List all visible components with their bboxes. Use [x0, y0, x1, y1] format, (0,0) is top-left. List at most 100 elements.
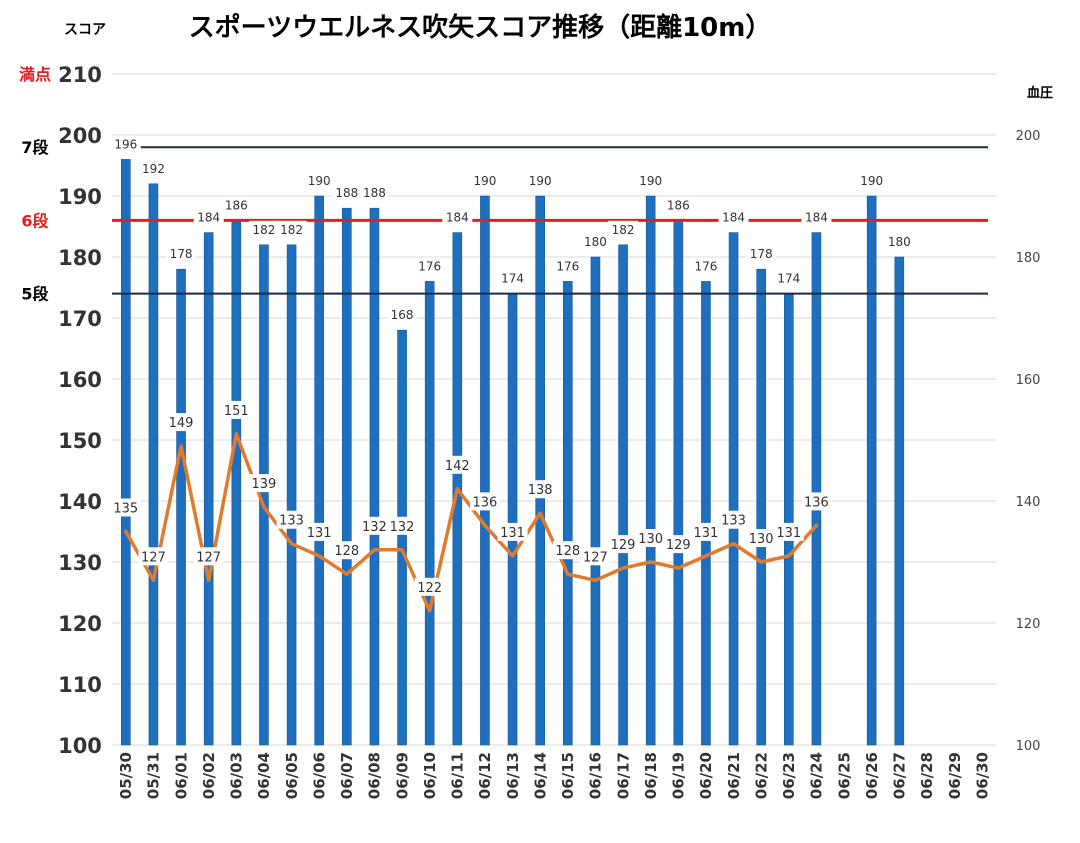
- line-data-label: 131: [304, 522, 335, 541]
- line-data-label-text: 133: [279, 514, 304, 529]
- line-data-label: 136: [469, 492, 500, 511]
- bar-data-label: 190: [635, 172, 666, 188]
- x-tick-label: 06/18: [642, 752, 660, 799]
- line-data-label: 149: [166, 413, 197, 432]
- bar: [784, 293, 794, 746]
- bar-data-label-box: [304, 172, 335, 188]
- left-tick-label: 150: [58, 429, 102, 453]
- line-data-label-text: 128: [334, 544, 359, 559]
- bar-data-label: 176: [552, 257, 583, 274]
- line-data-label-box: [166, 413, 197, 432]
- bar-data-label: 186: [221, 196, 252, 213]
- reference-lines: 7段 6段 5段: [21, 138, 988, 304]
- line-data-label-box: [718, 510, 749, 529]
- bar-data-label-box: [773, 269, 804, 286]
- bar-data-label-text: 190: [473, 174, 496, 188]
- reference-line-label: 6段: [21, 211, 49, 230]
- bar: [866, 195, 877, 746]
- line-data-label: 122: [414, 577, 445, 596]
- bar-data-label-box: [608, 220, 639, 237]
- line-data-label-text: 129: [666, 538, 691, 553]
- bar-data-label-text: 192: [142, 162, 165, 176]
- line-data-label: 129: [608, 535, 639, 554]
- line-data-label-text: 127: [196, 550, 221, 565]
- line-data-label-box: [690, 522, 721, 541]
- line-data-label-text: 149: [169, 416, 194, 431]
- x-tick-label: 06/21: [725, 752, 743, 799]
- line-data-label-text: 133: [721, 514, 746, 529]
- bar-data-label: 176: [414, 257, 445, 274]
- left-tick-label: 180: [58, 246, 102, 270]
- line-data-label-text: 127: [141, 550, 166, 565]
- bar-data-label-text: 176: [556, 259, 579, 273]
- line-data-label: 139: [248, 474, 279, 493]
- bar-data-label-text: 190: [529, 174, 552, 188]
- bar-data-label: 190: [469, 172, 500, 188]
- x-tick-label: 05/30: [117, 752, 135, 799]
- bar-data-label-text: 190: [860, 174, 883, 188]
- line-data-label-box: [331, 541, 362, 560]
- bar-data-label-box: [856, 172, 887, 188]
- line-data-label-box: [387, 516, 418, 535]
- x-tick-label: 06/23: [780, 752, 798, 799]
- bar-data-label-box: [248, 220, 279, 237]
- line-data-label-text: 130: [638, 532, 663, 547]
- x-tick-label: 06/09: [393, 752, 411, 799]
- bar-data-label: 182: [608, 220, 639, 237]
- left-tick-label: 100: [58, 734, 102, 758]
- line-data-label-box: [580, 547, 611, 566]
- bar: [121, 159, 131, 746]
- bar-data-label-text: 180: [888, 235, 911, 249]
- line-data-label-box: [359, 516, 390, 535]
- left-tick-label: 120: [58, 612, 102, 636]
- bar-data-label: 174: [773, 269, 804, 286]
- bar-data-label: 178: [746, 245, 777, 262]
- left-tick-label: 210: [58, 63, 102, 87]
- bar-data-label: 180: [580, 233, 611, 249]
- x-tick-label: 06/12: [476, 752, 494, 799]
- bar-data-label-text: 174: [777, 272, 800, 286]
- line-data-label-box: [801, 492, 832, 511]
- bar-data-label-text: 188: [363, 186, 386, 200]
- bar-data-label: 182: [276, 220, 307, 237]
- bar-data-label-text: 184: [805, 211, 828, 225]
- line-data-label-box: [469, 492, 500, 511]
- line-data-label-box: [497, 522, 528, 541]
- bar: [728, 232, 739, 746]
- line-data-label: 127: [138, 547, 169, 566]
- bar-data-label-text: 186: [667, 198, 690, 212]
- x-tick-label: 06/24: [808, 752, 826, 799]
- bar: [618, 244, 628, 746]
- line-data-label-box: [773, 522, 804, 541]
- right-tick-label: 140: [1016, 495, 1041, 510]
- bar-data-label-box: [276, 220, 307, 237]
- line-data-label-text: 131: [500, 526, 525, 541]
- bar: [424, 281, 435, 746]
- bar-data-label-text: 178: [170, 247, 193, 261]
- line-data-label-text: 138: [528, 483, 553, 498]
- line-data-label-text: 136: [473, 495, 498, 510]
- line-data-label-text: 132: [362, 520, 387, 535]
- line-data-label-box: [304, 522, 335, 541]
- bar: [369, 207, 380, 746]
- bar-data-label: 184: [442, 208, 473, 225]
- x-tick-label: 06/19: [670, 752, 688, 799]
- bar-data-label-box: [469, 172, 500, 188]
- line-data-label: 135: [110, 498, 141, 517]
- bar: [148, 183, 159, 746]
- bar-data-label-text: 184: [722, 211, 745, 225]
- line-data-label: 131: [690, 522, 721, 541]
- left-tick-label: 200: [58, 124, 102, 148]
- bar-data-label-box: [690, 257, 721, 274]
- line-data-label: 131: [497, 522, 528, 541]
- line-data-label: 129: [663, 535, 694, 554]
- reference-line-label: 5段: [21, 285, 49, 304]
- bar-data-label: 186: [663, 196, 694, 213]
- bar: [756, 268, 766, 746]
- line-data-label: 131: [773, 522, 804, 541]
- bar-data-label-text: 186: [225, 198, 248, 212]
- line-data-label: 132: [387, 516, 418, 535]
- line-data-label-text: 130: [749, 532, 774, 547]
